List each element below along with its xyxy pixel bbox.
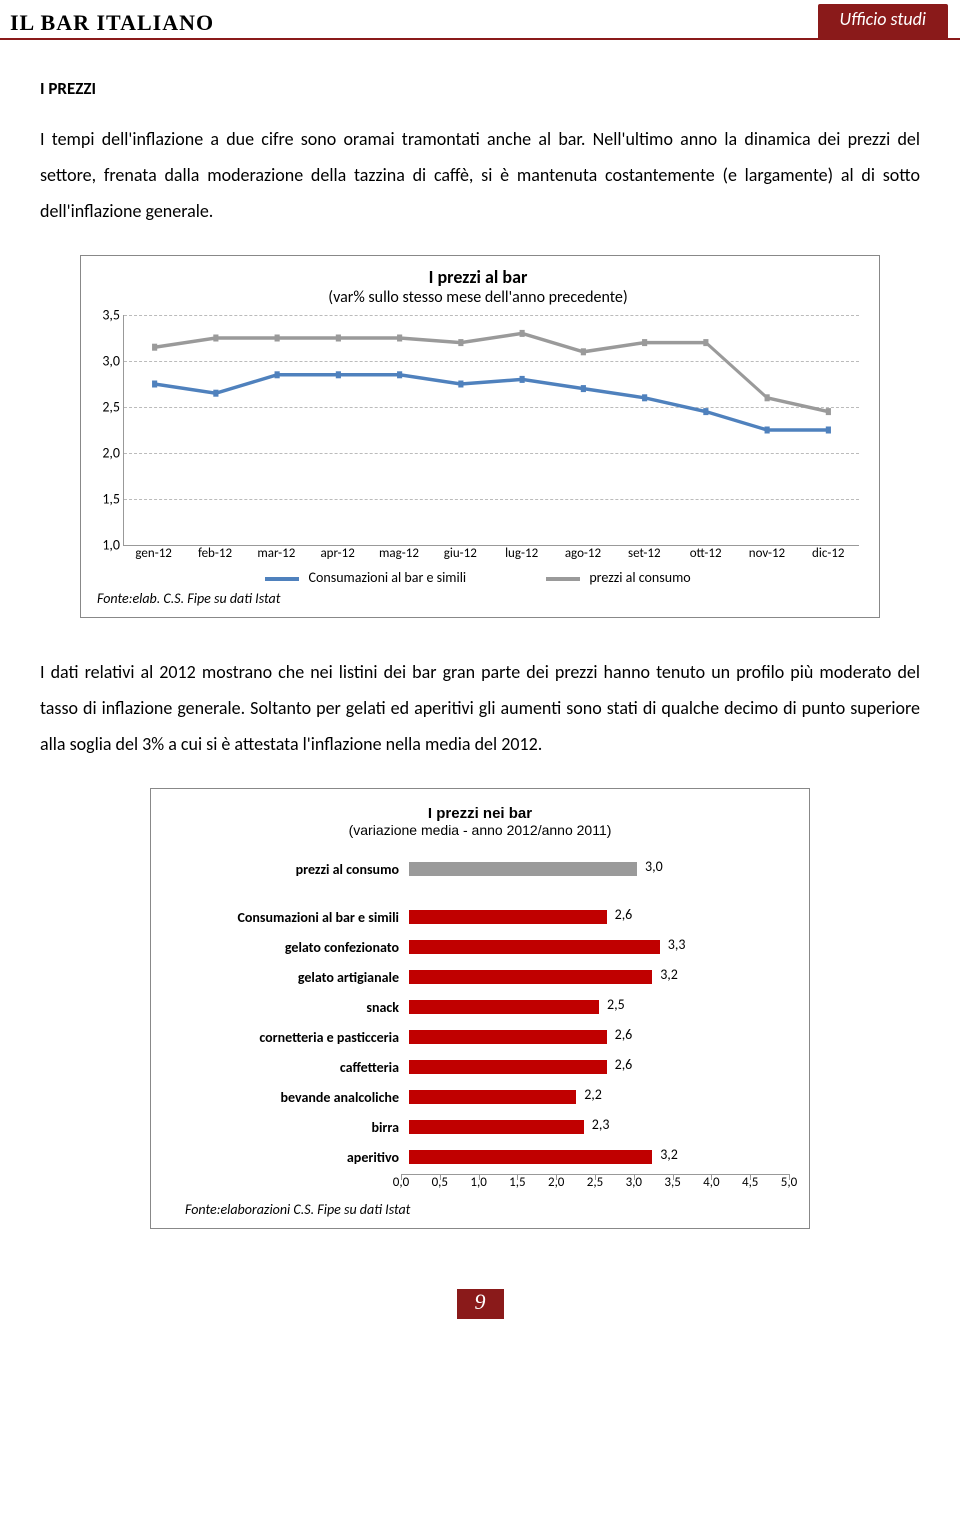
chart1-subtitle: (var% sullo stesso mese dell'anno preced… [91, 288, 865, 307]
legend-swatch-2 [546, 577, 580, 581]
chart1-ytick: 1,5 [92, 491, 120, 508]
chart2-bar [409, 862, 637, 876]
chart2-bar [409, 1030, 607, 1044]
chart2-bar [409, 1000, 599, 1014]
chart2-row: aperitivo 3,2 [179, 1144, 789, 1170]
chart1-xtick: ott-12 [675, 546, 736, 561]
chart2-row-label: gelato confezionato [179, 939, 409, 956]
chart2-row-label: snack [179, 999, 409, 1016]
chart2-xtick: 1,5 [509, 1175, 525, 1190]
chart2-bar [409, 970, 652, 984]
chart2-xtick: 1,0 [470, 1175, 486, 1190]
chart2-rows: prezzi al consumo 3,0 Consumazioni al bar … [179, 856, 789, 1170]
chart2-row: gelato confezionato 3,3 [179, 934, 789, 960]
chart2-value: 2,6 [615, 1026, 633, 1043]
chart2-subtitle: (variazione media - anno 2012/anno 2011) [171, 822, 789, 838]
chart2-value: 2,3 [592, 1116, 610, 1133]
chart2-xtick: 0,0 [393, 1175, 409, 1190]
chart2-row: bevande analcoliche 2,2 [179, 1084, 789, 1110]
chart2-value: 3,0 [645, 858, 663, 875]
chart1-legend: Consumazioni al bar e simili prezzi al c… [91, 569, 865, 586]
chart2-xtick: 2,5 [587, 1175, 603, 1190]
chart2-value: 3,3 [668, 936, 686, 953]
page-content: I PREZZI I tempi dell'inflazione a due c… [0, 40, 960, 1259]
chart2-bar [409, 1090, 576, 1104]
chart2-bar [409, 1060, 607, 1074]
chart2-row: Consumazioni al bar e simili 2,6 [179, 904, 789, 930]
chart1-xtick: mag-12 [368, 546, 429, 561]
chart2-value: 2,6 [615, 906, 633, 923]
chart2-row: caffetteria 2,6 [179, 1054, 789, 1080]
chart1-ytick: 1,0 [92, 537, 120, 554]
chart1-ytick: 2,5 [92, 399, 120, 416]
chart2-xtick: 4,5 [742, 1175, 758, 1190]
chart2-row: gelato artigianale 3,2 [179, 964, 789, 990]
chart2-row-label: bevande analcoliche [179, 1089, 409, 1106]
chart2-title: I prezzi nei bar [171, 805, 789, 822]
legend-label-1: Consumazioni al bar e simili [309, 569, 467, 586]
brand-title: IL BAR ITALIANO [10, 10, 214, 36]
chart2-row: birra 2,3 [179, 1114, 789, 1140]
chart2-xtick: 2,0 [548, 1175, 564, 1190]
chart1-ytick: 3,0 [92, 353, 120, 370]
chart2-row: cornetteria e pasticceria 2,6 [179, 1024, 789, 1050]
chart2-row: prezzi al consumo 3,0 [179, 856, 789, 882]
section-title: I PREZZI [40, 78, 920, 99]
chart1-plot: 1,01,52,02,53,03,5 [123, 315, 859, 546]
chart2-xtick: 3,0 [626, 1175, 642, 1190]
chart2-row-label: prezzi al consumo [179, 861, 409, 878]
chart2-row-label: birra [179, 1119, 409, 1136]
legend-swatch-1 [265, 577, 299, 581]
chart2-bar [409, 1120, 584, 1134]
chart-bar-prezzi-nei-bar: I prezzi nei bar (variazione media - ann… [150, 788, 810, 1229]
chart1-ytick: 3,5 [92, 307, 120, 324]
chart1-title: I prezzi al bar [91, 266, 865, 288]
chart2-row: snack 2,5 [179, 994, 789, 1020]
chart2-xtick: 4,0 [703, 1175, 719, 1190]
paragraph-2: I dati relativi al 2012 mostrano che nei… [40, 654, 920, 762]
chart2-row-label: cornetteria e pasticceria [179, 1029, 409, 1046]
chart2-row-label: aperitivo [179, 1149, 409, 1166]
chart1-xtick: apr-12 [307, 546, 368, 561]
chart2-xticks: 0,00,51,01,52,02,53,03,54,04,55,0 [401, 1175, 789, 1193]
chart1-xtick: gen-12 [123, 546, 184, 561]
paragraph-1: I tempi dell'inflazione a due cifre sono… [40, 121, 920, 229]
chart2-xtick: 5,0 [781, 1175, 797, 1190]
chart1-source: Fonte:elab. C.S. Fipe su dati Istat [97, 590, 865, 607]
chart2-row-label: caffetteria [179, 1059, 409, 1076]
chart2-value: 2,5 [607, 996, 625, 1013]
chart2-xtick: 0,5 [432, 1175, 448, 1190]
chart2-value: 2,6 [615, 1056, 633, 1073]
legend-item-consumo: prezzi al consumo [546, 569, 691, 586]
chart2-bar [409, 940, 660, 954]
chart2-value: 3,2 [660, 1146, 678, 1163]
chart1-xtick: mar-12 [246, 546, 307, 561]
chart2-row-label: Consumazioni al bar e simili [179, 909, 409, 926]
chart1-xtick: ago-12 [552, 546, 613, 561]
chart2-row-label: gelato artigianale [179, 969, 409, 986]
chart2-value: 3,2 [660, 966, 678, 983]
chart1-xtick: giu-12 [430, 546, 491, 561]
chart-line-prezzi-al-bar: I prezzi al bar (var% sullo stesso mese … [80, 255, 880, 618]
legend-label-2: prezzi al consumo [589, 569, 690, 586]
chart1-xtick: dic-12 [798, 546, 859, 561]
page-number-value: 9 [457, 1289, 504, 1319]
chart2-value: 2,2 [584, 1086, 602, 1103]
page-header: IL BAR ITALIANO Ufficio studi [0, 0, 960, 40]
chart1-xtick: feb-12 [184, 546, 245, 561]
chart2-xtick: 3,5 [664, 1175, 680, 1190]
chart1-xtick: nov-12 [736, 546, 797, 561]
page-number: 9 [0, 1289, 960, 1319]
chart2-bar [409, 910, 607, 924]
chart2-bar [409, 1150, 652, 1164]
chart1-xtick: lug-12 [491, 546, 552, 561]
chart1-xtick: set-12 [614, 546, 675, 561]
chart2-source: Fonte:elaborazioni C.S. Fipe su dati Ist… [185, 1201, 789, 1218]
chart1-xlabels: gen-12feb-12mar-12apr-12mag-12giu-12lug-… [123, 546, 859, 561]
office-badge: Ufficio studi [818, 4, 948, 38]
chart1-ytick: 2,0 [92, 445, 120, 462]
legend-item-consumazioni: Consumazioni al bar e simili [265, 569, 466, 586]
